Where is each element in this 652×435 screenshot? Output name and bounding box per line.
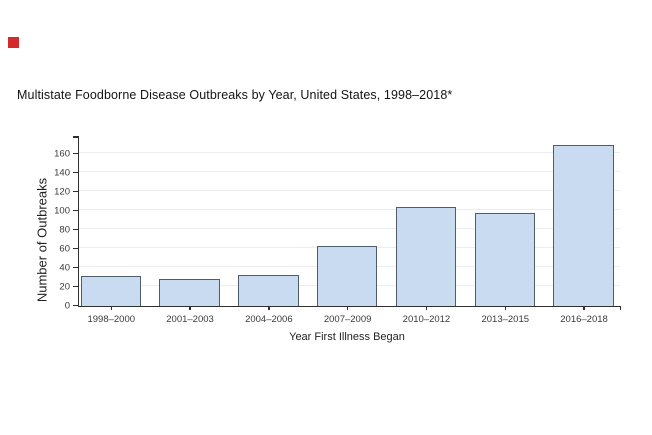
bar-2004–2006 [238,274,299,306]
x-tick-mark-2010–2012 [425,305,428,310]
y-tick-label-120: 120 [54,186,70,197]
y-tick-label-20: 20 [59,281,70,292]
x-tick-mark-2007–2009 [346,305,349,310]
x-tick-label-2013–2015: 2013–2015 [481,314,530,325]
x-axis-title: Year First Illness Began [289,331,405,343]
x-tick-mark-2001–2003 [189,305,191,310]
bar-2007–2009 [316,246,378,306]
y-tick-mark-160 [72,152,78,155]
y-tick-mark-100 [72,209,78,212]
x-tick-mark-2016–2018 [583,305,585,310]
gridline-120 [79,190,620,191]
bar-1998–2000 [80,275,141,306]
y-tick-label-0: 0 [64,300,70,311]
bar-2013–2015 [474,212,535,306]
y-tick-label-40: 40 [59,262,70,273]
y-tick-mark-60 [72,247,78,250]
y-tick-mark-80 [72,228,78,231]
x-tick-label-2004–2006: 2004–2006 [245,314,293,325]
plot-area [78,136,621,307]
x-tick-label-2007–2009: 2007–2009 [323,314,372,325]
gridline-160 [79,152,620,153]
y-tick-mark-40 [72,266,78,269]
x-tick-mark-1998–2000 [110,305,112,310]
y-tick-label-80: 80 [59,224,70,235]
bar-2016–2018 [553,144,614,306]
y-tick-label-160: 160 [54,148,70,159]
x-tick-mark-2004–2006 [268,305,270,310]
gridline-80 [79,228,620,229]
x-tick-label-2001–2003: 2001–2003 [166,314,214,325]
bar-2010–2012 [395,207,457,306]
red-square-marker [8,37,19,48]
x-tick-label-2010–2012: 2010–2012 [402,314,451,325]
x-tick-label-1998–2000: 1998–2000 [87,314,136,325]
bar-2001–2003 [159,279,220,306]
y-tick-mark-20 [72,285,78,288]
y-axis-end-tick [72,136,78,138]
x-tick-label-2016–2018: 2016–2018 [560,314,608,325]
x-tick-mark-2013–2015 [504,305,506,310]
y-tick-label-100: 100 [54,205,70,216]
y-tick-mark-120 [72,190,78,193]
x-axis-end-tick [619,305,621,310]
gridline-140 [79,171,620,172]
y-tick-label-60: 60 [59,243,70,254]
y-tick-label-140: 140 [54,167,70,178]
gridline-100 [79,209,620,210]
y-tick-mark-140 [72,171,78,174]
chart-title: Multistate Foodborne Disease Outbreaks b… [17,88,453,102]
y-tick-mark-0 [72,304,78,307]
